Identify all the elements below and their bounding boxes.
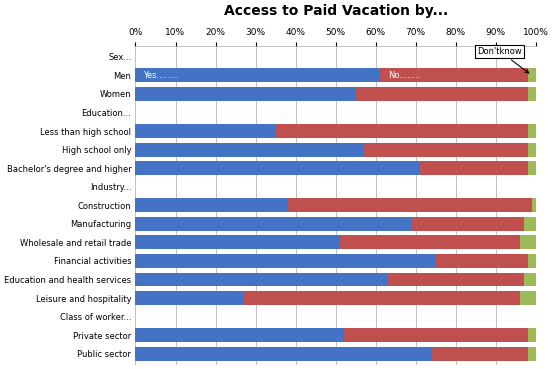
Bar (135, 198, 288, 212)
Bar (340, 235, 520, 249)
Bar (528, 69, 536, 82)
Title: Access to Paid Vacation by...: Access to Paid Vacation by... (223, 4, 448, 18)
Bar (135, 291, 243, 305)
Bar (364, 143, 528, 156)
Bar (528, 124, 536, 138)
Bar (520, 235, 536, 249)
Bar (432, 347, 528, 361)
Bar (343, 328, 528, 342)
Bar (288, 198, 532, 212)
Bar (436, 254, 528, 268)
Bar (356, 87, 528, 101)
Bar (135, 87, 356, 101)
Bar (135, 143, 364, 156)
Bar (135, 254, 436, 268)
Bar (412, 217, 524, 231)
Bar (243, 291, 520, 305)
Bar (135, 217, 412, 231)
Bar (420, 161, 528, 175)
Bar (135, 235, 340, 249)
Bar (528, 143, 536, 156)
Bar (528, 328, 536, 342)
Bar (528, 87, 536, 101)
Bar (135, 69, 380, 82)
Bar (524, 273, 536, 286)
Bar (135, 161, 420, 175)
Bar (380, 69, 528, 82)
Bar (520, 291, 536, 305)
Bar (275, 124, 528, 138)
Bar (528, 161, 536, 175)
Bar (528, 254, 536, 268)
Bar (135, 273, 388, 286)
Text: Don'tknow: Don'tknow (477, 47, 529, 73)
Bar (524, 217, 536, 231)
Bar (532, 198, 536, 212)
Text: Yes........: Yes........ (143, 71, 178, 80)
Bar (135, 124, 275, 138)
Bar (135, 347, 432, 361)
Bar (388, 273, 524, 286)
Bar (528, 347, 536, 361)
Bar (135, 328, 343, 342)
Text: No........: No........ (388, 71, 420, 80)
